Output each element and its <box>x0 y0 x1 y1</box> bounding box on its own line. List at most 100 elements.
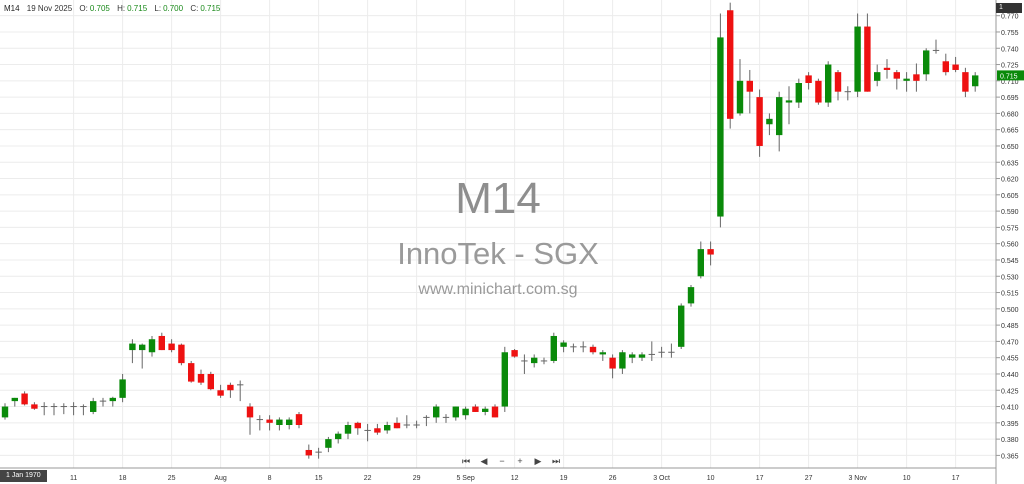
y-tick-label: 0.770 <box>1001 14 1019 21</box>
y-tick-label: 0.380 <box>1001 437 1019 444</box>
x-tick-label: 18 <box>119 475 127 482</box>
candle-body-down <box>942 61 949 73</box>
y-tick-label: 0.680 <box>1001 111 1019 118</box>
candle-body-down <box>305 449 312 456</box>
candle-body-up <box>119 379 126 398</box>
y-tick-label: 0.665 <box>1001 128 1019 135</box>
candle-body-up <box>276 419 283 425</box>
y-tick-label: 0.725 <box>1001 63 1019 70</box>
y-tick-label: 0.575 <box>1001 225 1019 232</box>
candle-body-up <box>109 397 116 402</box>
candle-body-down <box>227 384 234 391</box>
y-tick-label: 0.545 <box>1001 258 1019 265</box>
candle-body-down <box>31 404 38 409</box>
candle-body-up <box>335 433 342 440</box>
candle-body-up <box>501 352 508 407</box>
candle-body-up <box>139 344 146 351</box>
candle-body-down <box>178 344 185 364</box>
candle-body-up <box>344 425 352 434</box>
symbol-label: M14 <box>4 4 20 13</box>
candle-body-down <box>727 10 734 119</box>
candle-body-up <box>384 425 391 431</box>
candle-body-up <box>697 249 704 277</box>
candle-body-up <box>972 75 979 87</box>
low-value: 0.700 <box>163 4 184 13</box>
y-tick-label: 0.485 <box>1001 323 1019 330</box>
candle-body-up <box>854 26 861 92</box>
candle-body-up <box>619 352 626 369</box>
candle-body-down <box>952 64 959 70</box>
candle-body-down <box>913 74 920 81</box>
high-label: H: <box>117 4 126 13</box>
candle-body-down <box>374 428 381 433</box>
x-tick-label: 11 <box>70 475 77 482</box>
x-tick-label: 26 <box>609 475 617 482</box>
candle-body-up <box>452 406 459 418</box>
y-tick-label: 0.590 <box>1001 209 1019 216</box>
price-scale-badge[interactable]: 1 <box>996 3 1022 13</box>
candle-body-up <box>148 339 156 353</box>
x-tick-label: 15 <box>315 475 323 482</box>
candle-body-down <box>834 72 842 92</box>
candle-body-up <box>678 305 685 347</box>
y-tick-label: 0.740 <box>1001 46 1019 53</box>
candle-body-up <box>11 397 18 402</box>
candle-body-up <box>550 335 557 361</box>
candle-body-up <box>776 97 783 136</box>
candle-body-down <box>188 363 195 382</box>
last-price-label: 0.715 <box>1000 73 1018 80</box>
candle-body-down <box>883 67 891 70</box>
scroll-first-button[interactable]: ⏮ <box>461 456 471 466</box>
zoom-in-button[interactable]: + <box>517 456 523 466</box>
scroll-prev-button[interactable]: ◀ <box>480 456 488 466</box>
last-price-marker <box>997 70 1024 81</box>
candle-body-down <box>168 343 175 351</box>
candle-body-up <box>286 419 293 425</box>
candle-body-up <box>325 439 332 448</box>
candle-body-down <box>295 414 303 425</box>
high-value: 0.715 <box>127 4 148 13</box>
candle-body-up <box>903 78 910 81</box>
candle-body-down <box>893 72 900 79</box>
x-tick-label: 25 <box>168 475 176 482</box>
scroll-last-button[interactable]: ⏭ <box>551 456 561 466</box>
watermark-symbol: M14 <box>455 174 541 223</box>
candle-body-down <box>217 390 224 396</box>
scroll-next-button[interactable]: ▶ <box>534 456 542 466</box>
y-tick-label: 0.440 <box>1001 372 1019 379</box>
candle-body-up <box>433 406 440 418</box>
candle-body-up <box>638 354 646 358</box>
candle-body-up <box>560 342 567 347</box>
close-value: 0.715 <box>200 4 221 13</box>
candle-body-down <box>962 72 969 92</box>
candle-body-up <box>129 343 136 351</box>
y-tick-label: 0.635 <box>1001 160 1019 167</box>
candle-body-up <box>874 72 881 81</box>
candle-body-up <box>90 401 97 412</box>
candle-body-down <box>589 346 597 353</box>
candle-body-down <box>246 406 254 418</box>
candle-body-down <box>746 80 753 92</box>
x-tick-label: 10 <box>707 475 715 482</box>
low-label: L: <box>154 4 162 13</box>
zoom-out-button[interactable]: − <box>499 456 505 466</box>
x-tick-label: 19 <box>560 475 568 482</box>
y-tick-label: 0.500 <box>1001 307 1019 314</box>
y-tick-label: 0.605 <box>1001 193 1019 200</box>
x-tick-label: 27 <box>805 475 813 482</box>
candle-body-up <box>785 100 793 103</box>
candle-body-down <box>511 350 518 357</box>
y-tick-label: 0.395 <box>1001 421 1019 428</box>
y-tick-label: 0.515 <box>1001 291 1019 298</box>
y-tick-label: 0.620 <box>1001 177 1019 184</box>
y-tick-label: 0.470 <box>1001 339 1019 346</box>
open-label: O: <box>79 4 88 13</box>
watermark-website: www.minichart.com.sg <box>418 281 578 298</box>
candle-body-down <box>197 373 205 383</box>
date-label: 19 Nov 2025 <box>26 4 73 13</box>
candle-body-up <box>717 37 724 217</box>
y-tick-label: 0.530 <box>1001 274 1019 281</box>
y-tick-label: 0.755 <box>1001 30 1019 37</box>
